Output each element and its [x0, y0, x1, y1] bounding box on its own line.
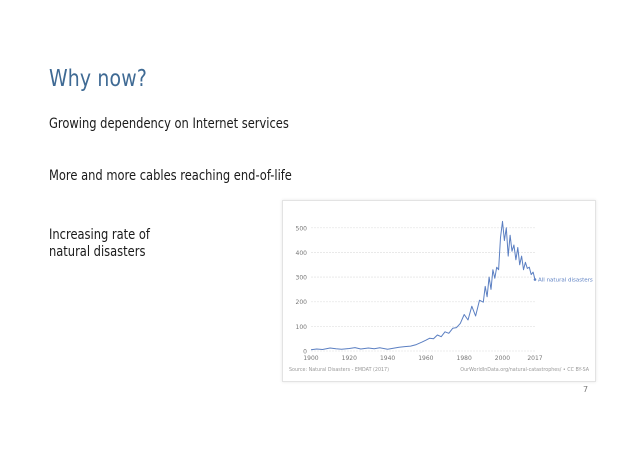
page-number: 7	[583, 385, 589, 394]
bullet-natural-disasters: Increasing rate of natural disasters	[49, 227, 150, 260]
source-note: Source: Natural Disasters - EMDAT (2017)	[289, 367, 389, 373]
x-tick-label: 1920	[342, 355, 357, 362]
x-tick-label: 2000	[495, 355, 510, 362]
x-tick-label: 1940	[380, 355, 395, 362]
y-tick-label: 200	[296, 299, 308, 306]
chart-svg: 0 100 200 300 400 500 1900 1920 1940 1960 1980 2000…	[289, 220, 593, 373]
y-tick-label: 300	[296, 275, 308, 282]
series-line	[310, 220, 536, 351]
y-tick-label: 100	[296, 324, 308, 331]
y-tick-label: 500	[296, 225, 308, 232]
series-end-point	[533, 278, 537, 281]
y-tick-label: 0	[303, 349, 307, 356]
series-label: All natural disasters	[538, 278, 593, 284]
natural-disasters-chart: 0 100 200 300 400 500 1900 1920 1940 1960 1980 2000…	[282, 200, 596, 382]
bullet-internet-dependency: Growing dependency on Internet services	[49, 116, 289, 132]
license-note: OurWorldInData.org/natural-catastrophes/…	[460, 367, 589, 373]
x-tick-label: 1980	[457, 355, 472, 362]
x-tick-label: 1960	[418, 355, 433, 362]
bullet-cables-end-of-life: More and more cables reaching end-of-lif…	[49, 168, 292, 184]
x-tick-label: 2017	[527, 355, 542, 362]
x-tick-label: 1900	[303, 355, 318, 362]
y-tick-label: 400	[296, 250, 308, 257]
slide-title: Why now?	[49, 66, 148, 92]
